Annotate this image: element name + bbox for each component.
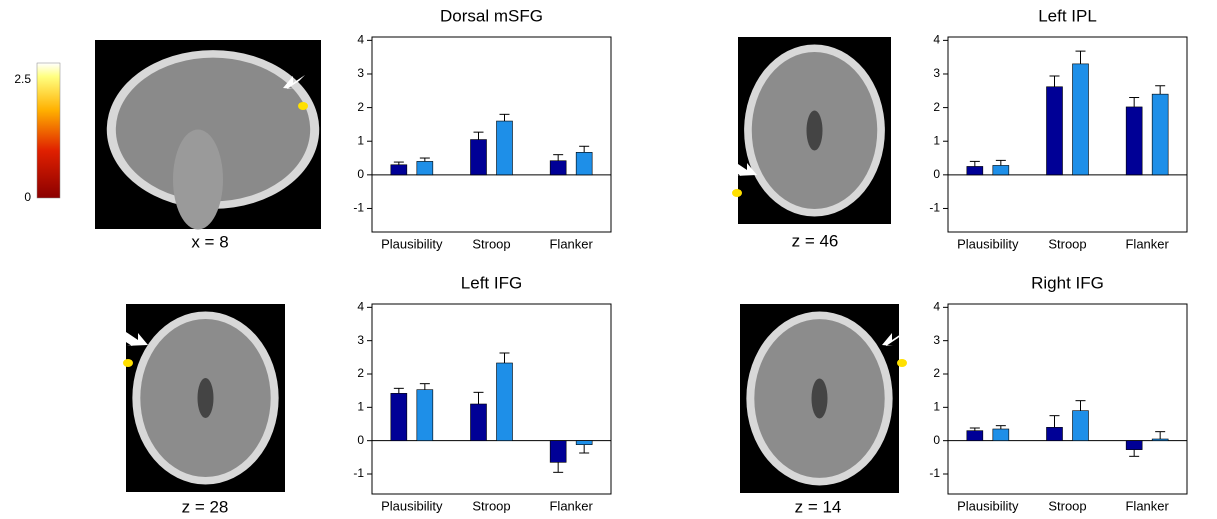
y-tick-label: -1: [353, 466, 364, 480]
bar: [391, 165, 407, 175]
activation: [123, 359, 133, 367]
plot-frame: [948, 304, 1187, 494]
x-tick-label: Plausibility: [957, 236, 1019, 251]
bar: [417, 390, 433, 441]
plot-frame: [372, 37, 611, 232]
y-tick-label: 0: [357, 167, 364, 181]
bar: [391, 393, 407, 440]
x-tick-label: Plausibility: [381, 236, 443, 251]
bar: [471, 140, 487, 175]
y-tick-label: 0: [933, 433, 940, 447]
chart-title: Right IFG: [1031, 273, 1104, 292]
y-tick-label: 1: [933, 400, 940, 414]
colorbar-tick-label: 0: [24, 190, 31, 204]
y-tick-label: -1: [929, 201, 940, 215]
chart-title: Dorsal mSFG: [440, 6, 543, 25]
y-tick-label: 1: [933, 133, 940, 147]
y-tick-label: 4: [933, 33, 940, 47]
bar: [967, 431, 983, 441]
bar: [1047, 87, 1063, 175]
ventricle: [198, 378, 214, 418]
bar: [1126, 107, 1142, 175]
chart-title: Left IFG: [461, 273, 522, 292]
bar: [967, 166, 983, 174]
image-label: x = 8: [191, 232, 228, 251]
y-tick-label: 3: [933, 66, 940, 80]
bar: [497, 121, 513, 175]
y-tick-label: 1: [357, 133, 364, 147]
y-tick-label: 4: [357, 33, 364, 47]
x-tick-label: Plausibility: [957, 498, 1019, 513]
x-tick-label: Plausibility: [381, 498, 443, 513]
x-tick-label: Stroop: [472, 498, 510, 513]
colorbar: [37, 63, 60, 198]
bar: [1152, 439, 1168, 441]
y-tick-label: -1: [929, 466, 940, 480]
ventricle: [807, 111, 823, 151]
y-tick-label: 2: [357, 100, 364, 114]
x-tick-label: Flanker: [1125, 236, 1169, 251]
x-tick-label: Stroop: [1048, 498, 1086, 513]
x-tick-label: Flanker: [549, 498, 593, 513]
plot-frame: [372, 304, 611, 494]
figure: 0 2.5 x = 8 z = 46 z = 28 z = 14 Dorsal mSFG -1…: [0, 0, 1217, 519]
x-tick-label: Stroop: [1048, 236, 1086, 251]
brainstem: [173, 130, 223, 230]
y-tick-label: -1: [353, 201, 364, 215]
activation: [298, 102, 308, 110]
activation: [732, 189, 742, 197]
x-tick-label: Stroop: [472, 236, 510, 251]
bar: [993, 429, 1009, 441]
bar: [471, 404, 487, 441]
y-tick-label: 2: [357, 366, 364, 380]
plot-frame: [948, 37, 1187, 232]
y-tick-label: 0: [357, 433, 364, 447]
y-tick-label: 3: [933, 333, 940, 347]
activation: [897, 359, 907, 367]
bar: [576, 441, 592, 445]
y-tick-label: 2: [933, 100, 940, 114]
y-tick-label: 4: [933, 300, 940, 314]
y-tick-label: 3: [357, 333, 364, 347]
bar: [993, 165, 1009, 174]
y-tick-label: 3: [357, 66, 364, 80]
colorbar-tick-label: 2.5: [14, 72, 31, 86]
bar: [1073, 64, 1089, 175]
image-label: z = 46: [792, 231, 839, 250]
x-tick-label: Flanker: [549, 236, 593, 251]
bar: [550, 161, 566, 175]
y-tick-label: 0: [933, 167, 940, 181]
bar: [497, 363, 513, 441]
y-tick-label: 1: [357, 400, 364, 414]
chart-title: Left IPL: [1038, 6, 1097, 25]
y-tick-label: 2: [933, 366, 940, 380]
bar: [576, 152, 592, 175]
bar: [550, 441, 566, 463]
bar: [1073, 411, 1089, 441]
bar: [417, 161, 433, 174]
bar: [1126, 441, 1142, 450]
y-tick-label: 4: [357, 300, 364, 314]
x-tick-label: Flanker: [1125, 498, 1169, 513]
ventricle: [812, 379, 828, 419]
image-label: z = 14: [795, 497, 842, 516]
bar: [1047, 427, 1063, 440]
image-label: z = 28: [182, 497, 229, 516]
bar: [1152, 94, 1168, 175]
